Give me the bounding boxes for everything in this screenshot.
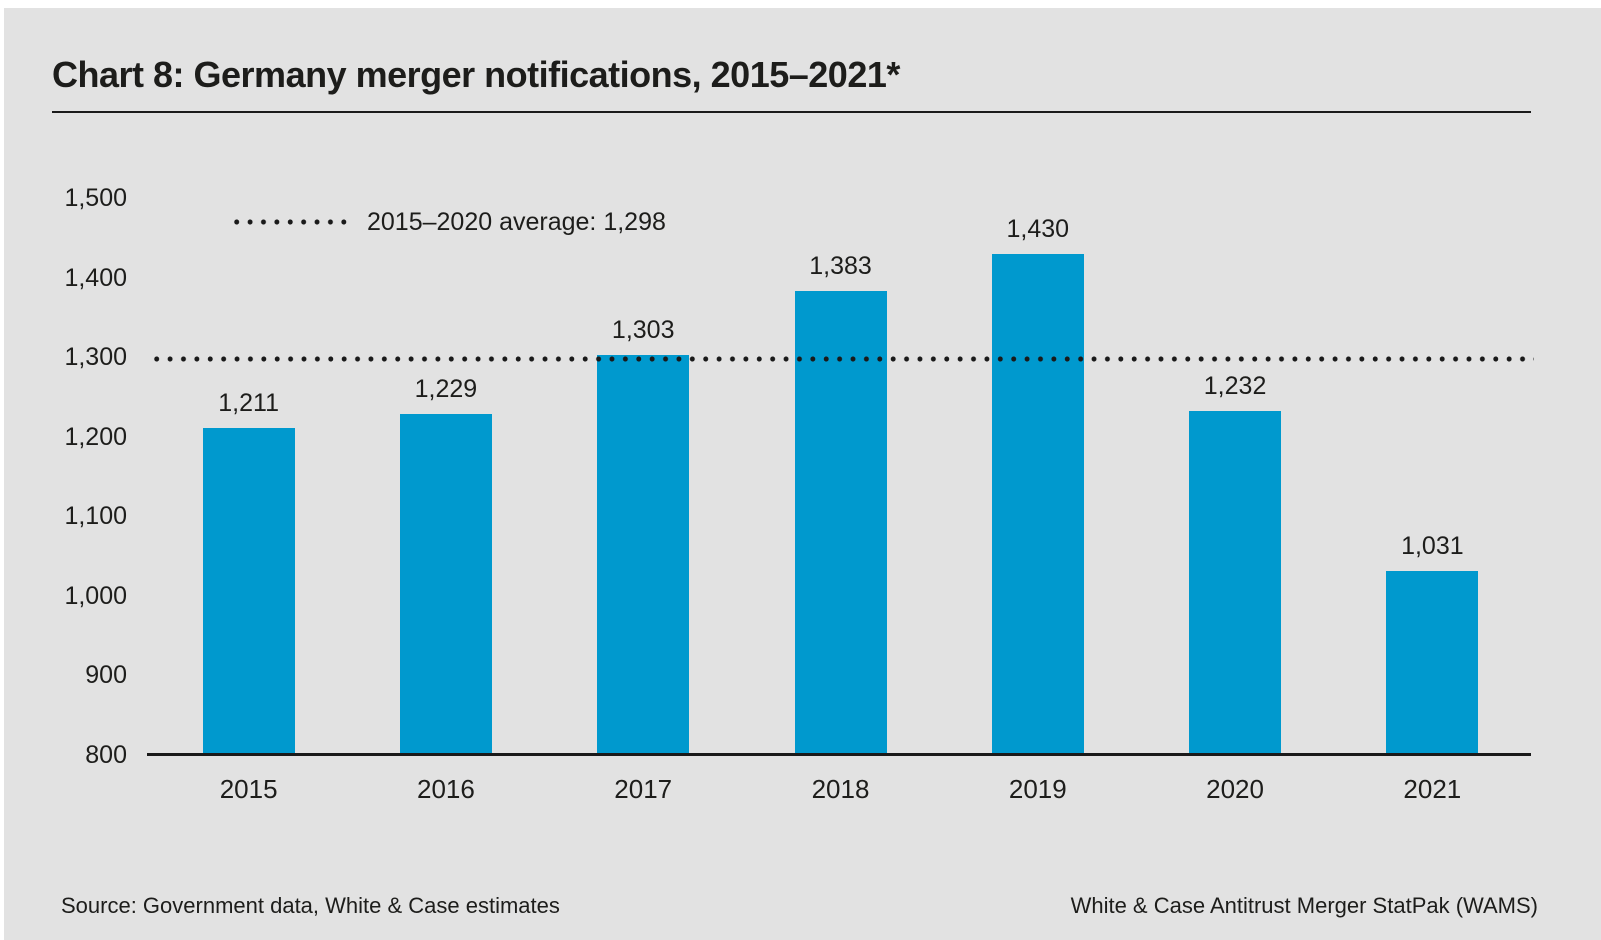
footer: Source: Government data, White & Case es… <box>61 892 1538 920</box>
bar-value-label: 1,430 <box>1006 214 1070 243</box>
average-line-legend-swatch <box>230 219 352 225</box>
bar-value-label: 1,229 <box>414 374 478 403</box>
legend: 2015–2020 average: 1,298 <box>230 205 666 239</box>
x-axis-tick-label: 2016 <box>417 774 475 804</box>
x-axis-tick-label: 2017 <box>614 774 673 804</box>
y-axis-tick-label: 1,500 <box>64 184 127 212</box>
bar-value-label: 1,031 <box>1401 532 1464 561</box>
attribution-note: White & Case Antitrust Merger StatPak (W… <box>1070 893 1538 918</box>
bar-2018 <box>794 291 887 755</box>
bar-2019 <box>991 253 1084 755</box>
bar-value-label: 1,232 <box>1203 372 1267 401</box>
y-axis-tick-label: 900 <box>85 661 127 690</box>
chart-title: Chart 8: Germany merger notifications, 2… <box>52 54 900 95</box>
bar-2017 <box>597 354 690 755</box>
y-axis-tick-label: 1,000 <box>64 581 127 610</box>
x-axis-line <box>147 753 1531 756</box>
x-axis-tick-label: 2020 <box>1206 774 1264 804</box>
y-axis-tick-label: 1,400 <box>64 263 127 292</box>
bar-value-label: 1,303 <box>611 315 675 344</box>
bar-value-label: 1,383 <box>809 252 872 281</box>
average-line-legend-label: 2015–2020 average: 1,298 <box>367 207 666 236</box>
y-axis-tick-label: 1,300 <box>64 343 127 372</box>
average-dotted-line <box>150 355 1534 362</box>
bar-2021 <box>1386 571 1479 755</box>
x-axis-tick-label: 2018 <box>811 774 870 804</box>
y-axis-tick-label: 1,100 <box>64 502 127 531</box>
bar-2016 <box>399 413 492 755</box>
bar-value-label: 1,211 <box>218 388 279 417</box>
x-axis-tick-label: 2015 <box>219 774 278 804</box>
bar-2020 <box>1189 411 1282 755</box>
x-axis-tick-label: 2019 <box>1008 774 1067 804</box>
title-underline <box>52 111 1531 113</box>
bar-2015 <box>202 427 295 755</box>
source-note: Source: Government data, White & Case es… <box>61 893 560 918</box>
x-axis-tick-label: 2021 <box>1403 774 1462 804</box>
y-axis-tick-label: 800 <box>85 741 127 769</box>
y-axis-tick-label: 1,200 <box>64 422 127 451</box>
